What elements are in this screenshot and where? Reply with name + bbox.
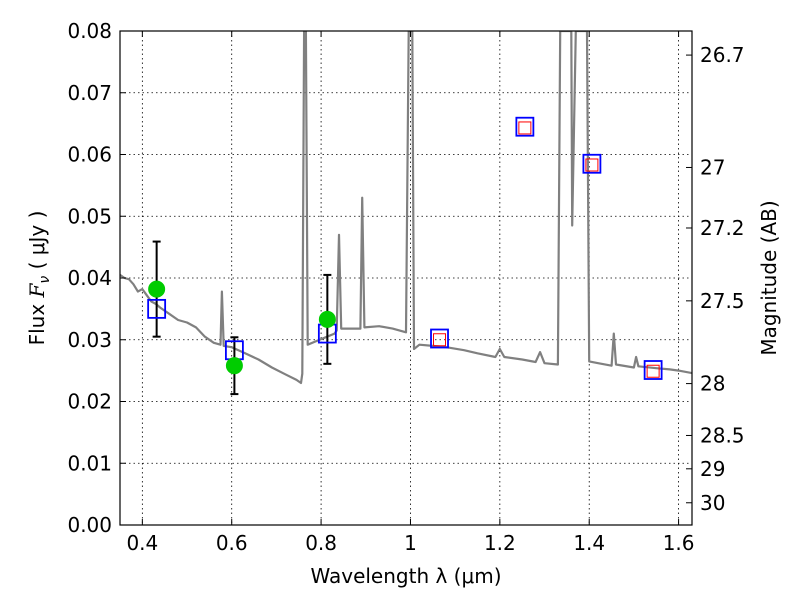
observed-point [318, 310, 336, 328]
y2-tick-label: 27.5 [700, 289, 745, 313]
y2-tick-label: 30 [700, 491, 725, 515]
x-tick-label: 0.6 [216, 531, 248, 555]
y2-tick-label: 28 [700, 372, 725, 396]
model-photometry-box [643, 360, 663, 380]
x-axis-ticks: 0.4 0.6 0.8 1 1.2 1.4 1.6 [126, 31, 695, 555]
y-axis-label: Flux Fν ( μJy ) [25, 211, 53, 346]
y2-tick-label: 28.5 [700, 423, 745, 447]
x-tick-label: 0.8 [305, 531, 337, 555]
y-tick-label: 0.07 [67, 81, 112, 105]
x-tick-label: 1.2 [484, 531, 516, 555]
x-tick-label: 1 [404, 531, 417, 555]
x-tick-label: 1.6 [663, 531, 695, 555]
observed-photometry-markers [148, 280, 336, 375]
y2-tick-label: 26.7 [700, 43, 745, 67]
model-spectrum-line [120, 31, 692, 385]
inner-photometry-box [585, 158, 599, 172]
grid [120, 31, 692, 525]
inner-photometry-markers [433, 121, 660, 378]
observed-point [225, 357, 243, 375]
x-tick-label: 1.4 [573, 531, 605, 555]
y2-axis-label: Magnitude (AB) [757, 200, 781, 355]
y2-tick-label: 27 [700, 155, 725, 179]
model-photometry-box [582, 153, 602, 174]
inner-photometry-box [433, 333, 447, 347]
plot-area [120, 31, 692, 396]
y2-axis-ticks: 26.7 27 27.2 27.5 28 28.5 29 30 [686, 43, 745, 515]
y-tick-label: 0.02 [67, 390, 112, 414]
y2-tick-label: 27.2 [700, 216, 745, 240]
model-photometry-box [515, 116, 535, 137]
y-axis-label-suffix: ( μJy ) [25, 211, 49, 276]
y-axis-label-symbol: F [25, 282, 49, 298]
model-photometry-box [430, 328, 449, 349]
y-axis-label-prefix: Flux [25, 297, 49, 345]
model-photometry-markers [147, 116, 663, 380]
observed-point [148, 280, 166, 298]
model-photometry-box [147, 298, 167, 319]
y-tick-label: 0.05 [67, 204, 112, 228]
y-tick-label: 0.01 [67, 451, 112, 475]
x-tick-label: 0.4 [126, 531, 158, 555]
inner-photometry-box [646, 364, 660, 378]
y-axis-label-subscript: ν [37, 276, 53, 284]
inner-photometry-box [518, 121, 532, 135]
y2-tick-label: 29 [700, 457, 725, 481]
y-tick-label: 0.06 [67, 143, 112, 167]
y-tick-label: 0.08 [67, 19, 112, 43]
y-axis-ticks: 0.00 0.01 0.02 0.03 0.04 0.05 0.06 0.07 0.08 [67, 19, 126, 537]
y-tick-label: 0.00 [67, 513, 112, 537]
x-axis-label: Wavelength λ (μm) [310, 564, 501, 588]
y-tick-label: 0.03 [67, 328, 112, 352]
y-tick-label: 0.04 [67, 266, 112, 290]
